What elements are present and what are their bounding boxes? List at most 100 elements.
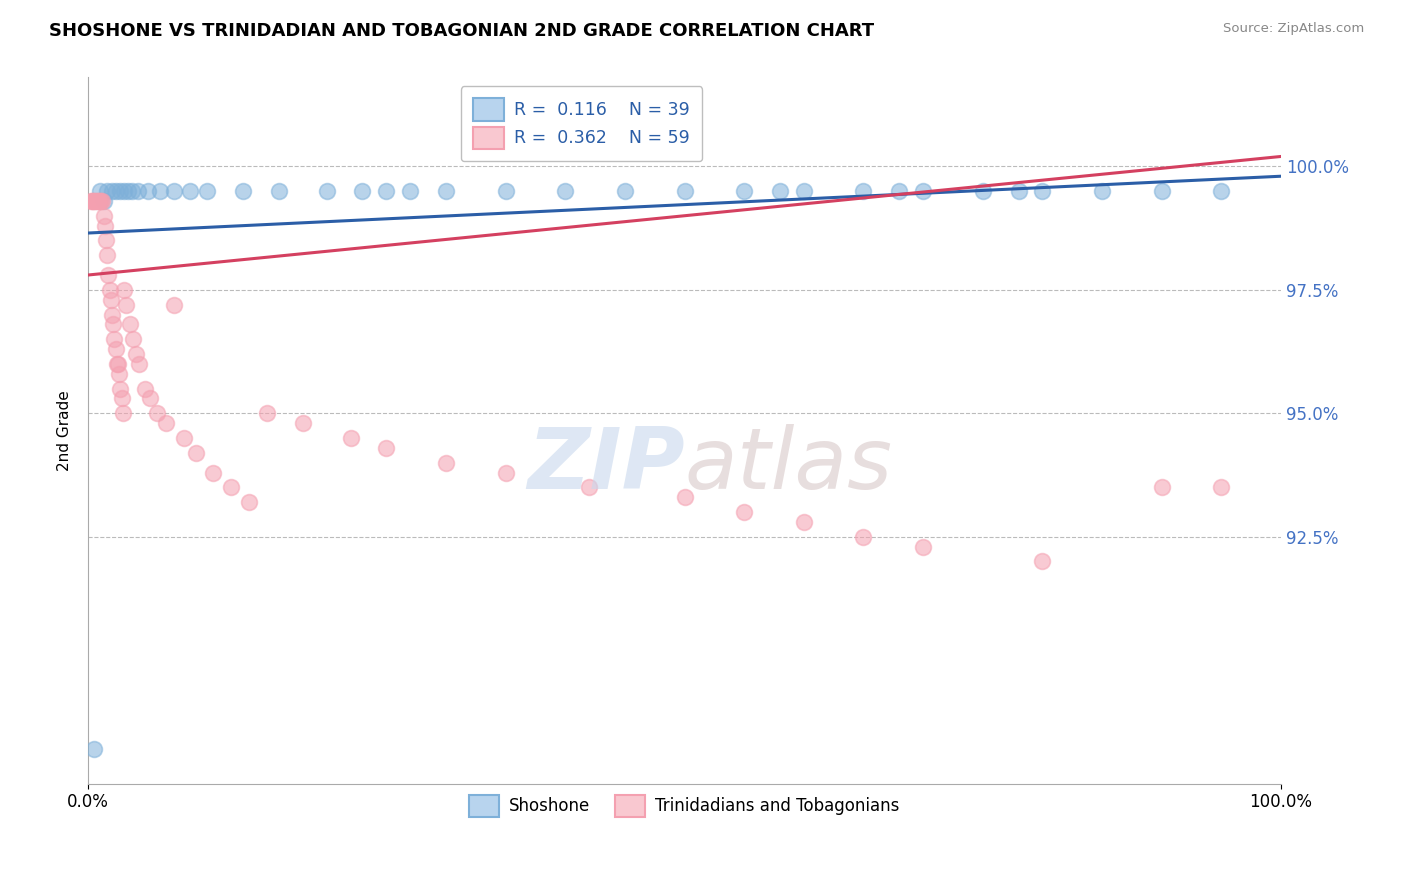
Point [184, 446, 207, 460]
Point [93, 209, 115, 223]
Point [375, 184, 398, 198]
Point [1031, 554, 1053, 568]
Point [136, 184, 159, 198]
Point [94, 234, 117, 248]
Point [108, 367, 131, 381]
Point [101, 308, 124, 322]
Point [221, 480, 243, 494]
Text: SHOSHONE VS TRINIDADIAN AND TOBAGONIAN 2ND GRADE CORRELATION CHART: SHOSHONE VS TRINIDADIAN AND TOBAGONIAN 2… [49, 22, 875, 40]
Point [232, 184, 254, 198]
Point [134, 382, 156, 396]
Point [315, 184, 337, 198]
Point [94, 219, 117, 233]
Point [434, 456, 457, 470]
Point [97, 268, 120, 282]
Point [89, 194, 111, 208]
Point [972, 184, 994, 198]
Point [112, 184, 135, 198]
Point [375, 441, 398, 455]
Y-axis label: 2nd Grade: 2nd Grade [58, 390, 72, 471]
Point [163, 298, 186, 312]
Point [104, 184, 127, 198]
Point [115, 298, 138, 312]
Point [105, 357, 128, 371]
Point [852, 184, 875, 198]
Point [578, 480, 600, 494]
Text: atlas: atlas [685, 425, 893, 508]
Point [83, 742, 105, 756]
Point [889, 184, 911, 198]
Point [495, 466, 517, 480]
Point [83, 194, 105, 208]
Point [339, 431, 361, 445]
Point [852, 530, 875, 544]
Point [149, 184, 172, 198]
Point [128, 357, 150, 371]
Point [793, 184, 815, 198]
Point [1150, 184, 1173, 198]
Point [155, 416, 177, 430]
Point [125, 347, 148, 361]
Point [1211, 480, 1233, 494]
Point [173, 431, 195, 445]
Point [733, 184, 755, 198]
Text: ZIP: ZIP [527, 425, 685, 508]
Point [673, 490, 696, 504]
Point [352, 184, 374, 198]
Point [101, 184, 124, 198]
Point [554, 184, 576, 198]
Point [127, 184, 149, 198]
Point [912, 540, 935, 554]
Point [267, 184, 290, 198]
Point [86, 194, 108, 208]
Point [122, 332, 145, 346]
Point [79, 194, 101, 208]
Point [139, 392, 162, 406]
Point [769, 184, 792, 198]
Point [238, 495, 260, 509]
Point [111, 406, 134, 420]
Point [91, 194, 114, 208]
Point [202, 466, 225, 480]
Point [87, 194, 110, 208]
Point [96, 248, 118, 262]
Legend: Shoshone, Trinidadians and Tobagonians: Shoshone, Trinidadians and Tobagonians [461, 787, 908, 825]
Point [103, 318, 125, 332]
Text: Source: ZipAtlas.com: Source: ZipAtlas.com [1223, 22, 1364, 36]
Point [673, 184, 696, 198]
Point [1211, 184, 1233, 198]
Point [1031, 184, 1053, 198]
Point [98, 283, 121, 297]
Point [110, 382, 132, 396]
Point [89, 184, 111, 198]
Point [84, 194, 107, 208]
Point [93, 194, 115, 208]
Point [112, 283, 135, 297]
Point [121, 184, 143, 198]
Point [104, 342, 127, 356]
Point [110, 184, 132, 198]
Point [1091, 184, 1114, 198]
Point [495, 184, 517, 198]
Point [291, 416, 314, 430]
Point [163, 184, 186, 198]
Point [197, 184, 219, 198]
Point [1150, 480, 1173, 494]
Point [399, 184, 422, 198]
Point [82, 194, 104, 208]
Point [434, 184, 457, 198]
Point [117, 184, 139, 198]
Point [733, 505, 755, 519]
Point [179, 184, 201, 198]
Point [86, 194, 108, 208]
Point [80, 194, 103, 208]
Point [107, 357, 129, 371]
Point [90, 194, 112, 208]
Point [100, 293, 122, 307]
Point [146, 406, 169, 420]
Point [118, 318, 141, 332]
Point [110, 392, 132, 406]
Point [912, 184, 935, 198]
Point [1007, 184, 1029, 198]
Point [103, 332, 125, 346]
